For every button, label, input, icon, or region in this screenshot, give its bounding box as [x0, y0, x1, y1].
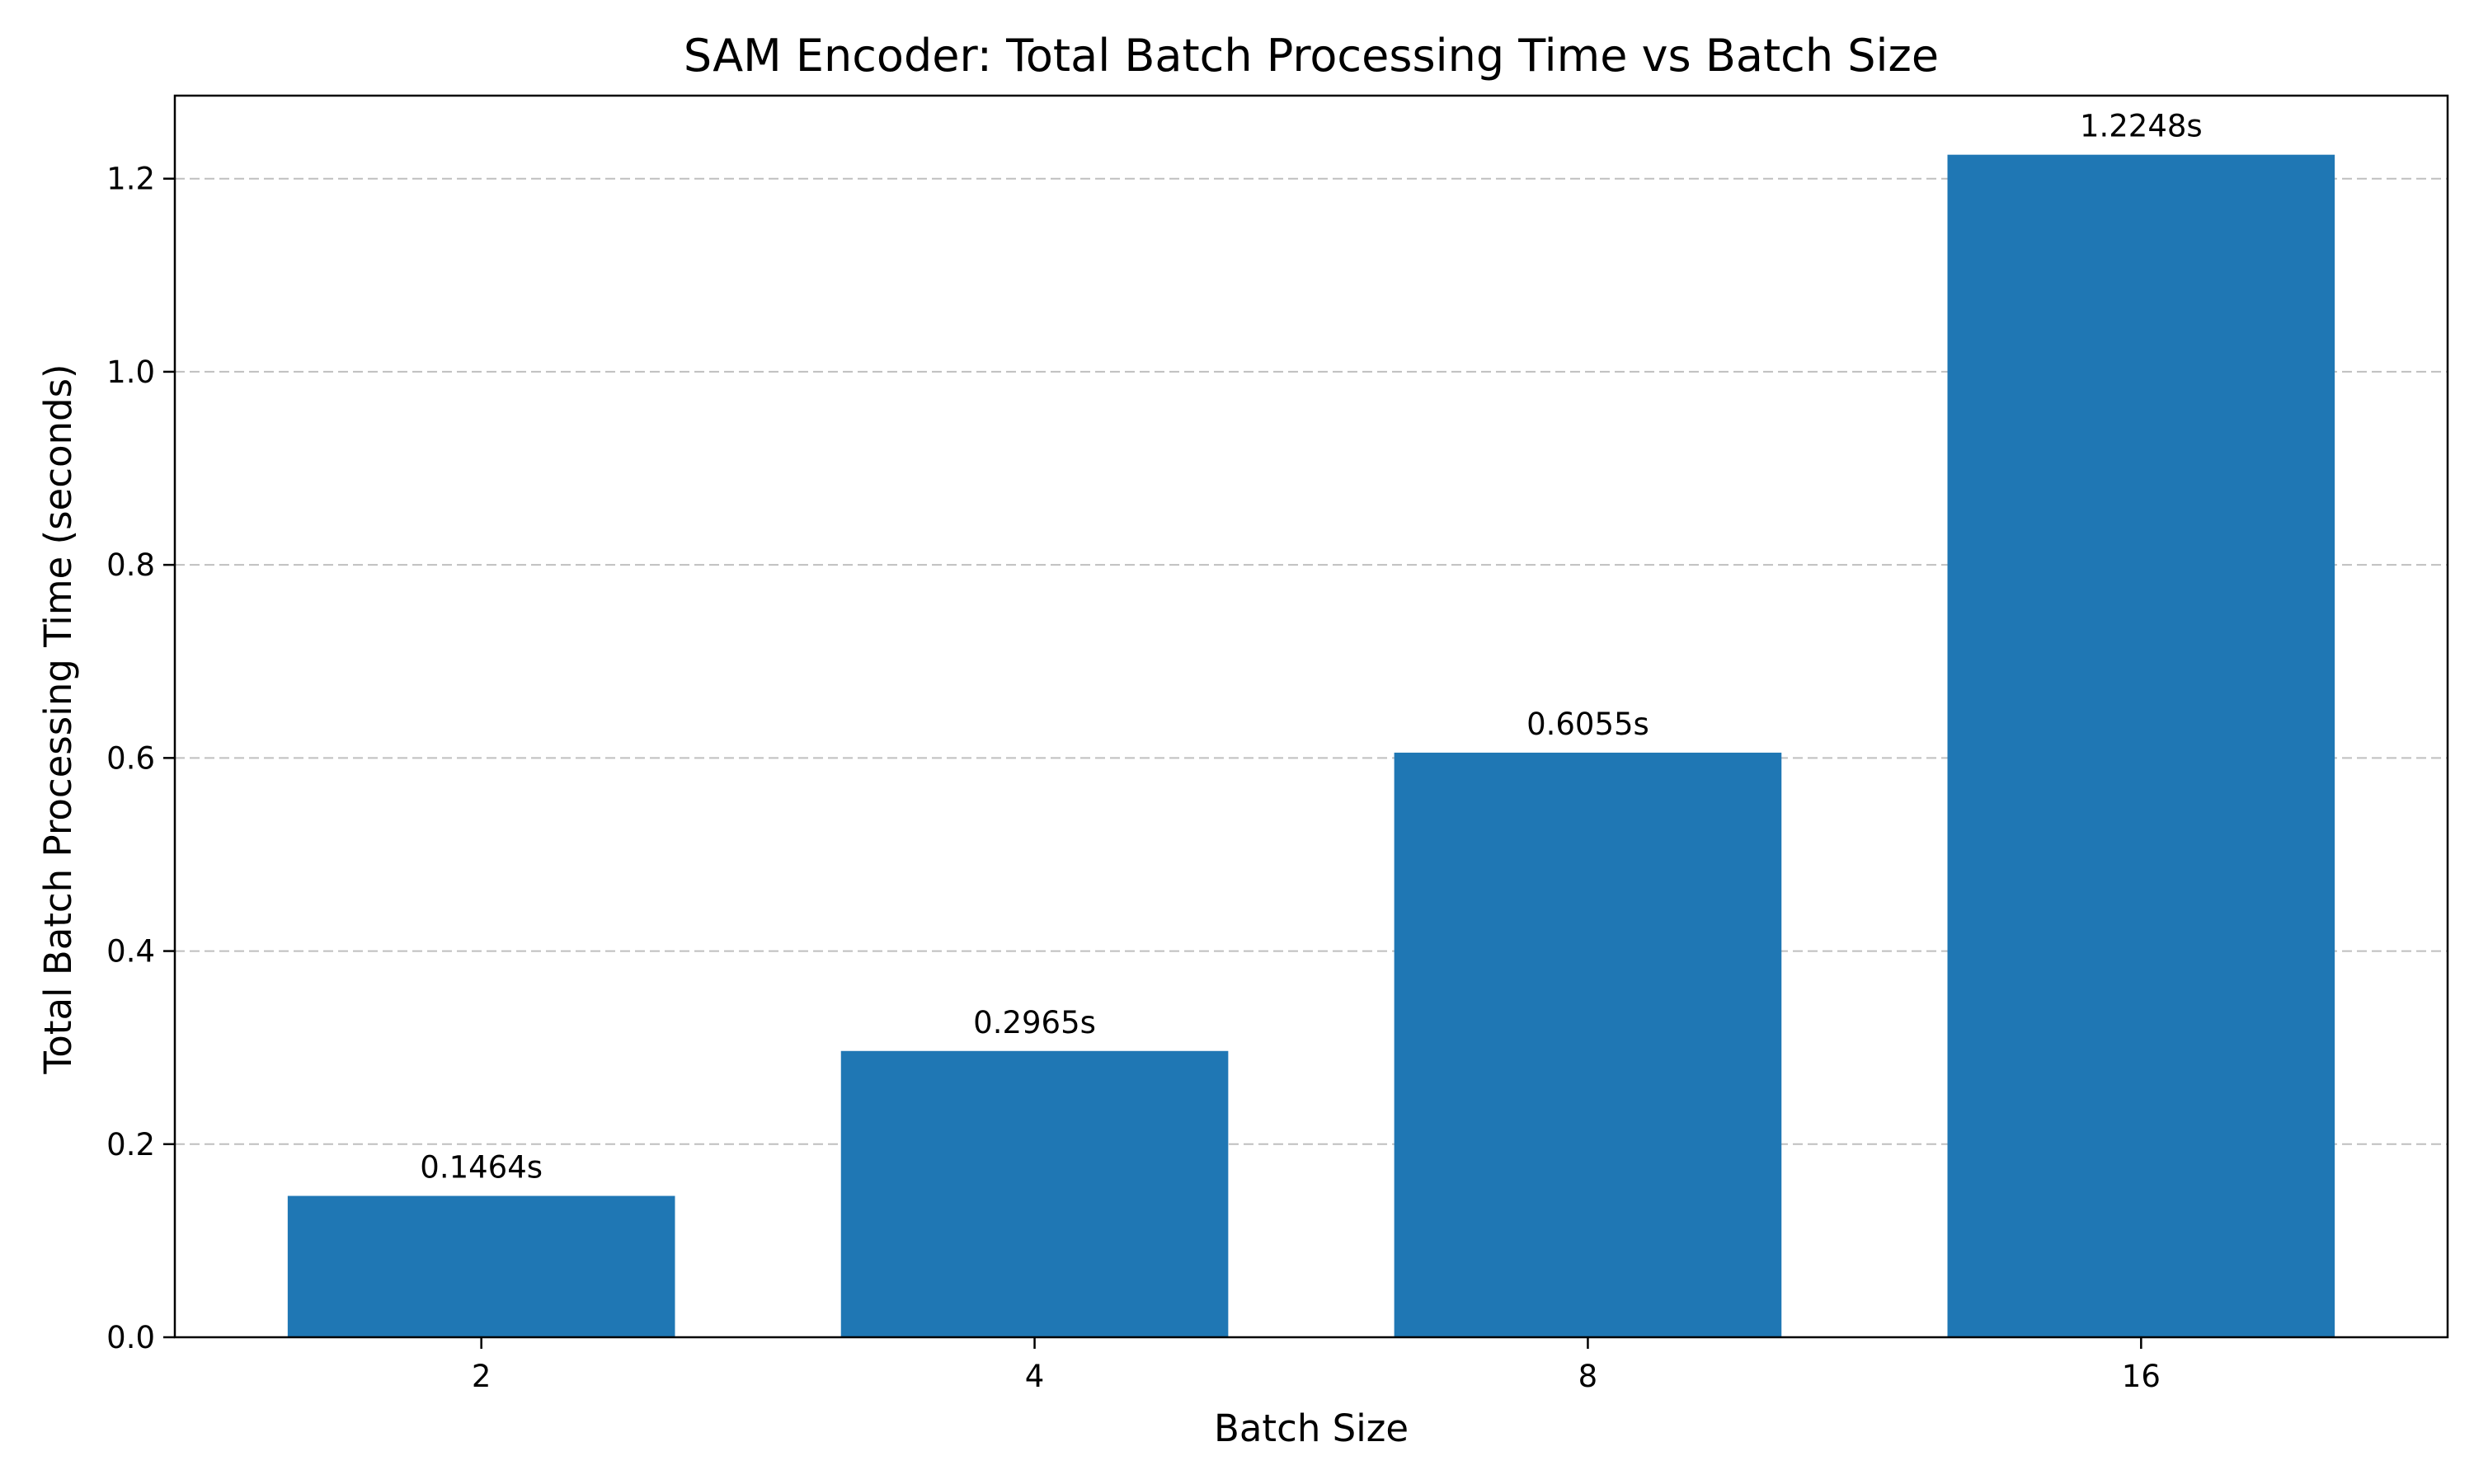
bar-value-labels: 0.1464s 0.2965s 0.6055s 1.2248s: [420, 109, 2202, 1186]
y-tick-label: 1.0: [106, 355, 155, 390]
x-tick-label: 4: [1025, 1359, 1045, 1394]
x-tick-label: 8: [1578, 1359, 1598, 1394]
bar-2: [287, 1195, 675, 1337]
x-axis-label: Batch Size: [1214, 1407, 1409, 1450]
y-axis-ticks: 0.0 0.2 0.4 0.6 0.8 1.0 1.2: [106, 162, 175, 1355]
bar-value-label: 1.2248s: [2080, 109, 2203, 144]
y-tick-label: 0.4: [106, 934, 155, 970]
bar-4: [840, 1050, 1229, 1337]
chart-title: SAM Encoder: Total Batch Processing Time…: [684, 30, 1939, 82]
plot-frame: [173, 94, 2449, 1339]
x-tick-label: 16: [2122, 1359, 2161, 1394]
bar-16: [1947, 154, 2335, 1337]
bar-value-label: 0.1464s: [420, 1150, 543, 1186]
bars: [287, 154, 2335, 1337]
bar-value-label: 0.2965s: [973, 1005, 1096, 1040]
y-tick-label: 0.2: [106, 1127, 155, 1162]
y-tick-label: 1.2: [106, 162, 155, 197]
y-tick-label: 0.8: [106, 547, 155, 583]
x-tick-label: 2: [472, 1359, 492, 1394]
bar-8: [1394, 752, 1782, 1337]
y-axis-label: Total Batch Processing Time (seconds): [36, 364, 80, 1074]
bar-value-label: 0.6055s: [1526, 707, 1649, 742]
y-tick-label: 0.0: [106, 1320, 155, 1355]
x-axis-ticks: 2 4 8 16: [472, 1337, 2161, 1394]
y-tick-label: 0.6: [106, 740, 155, 776]
